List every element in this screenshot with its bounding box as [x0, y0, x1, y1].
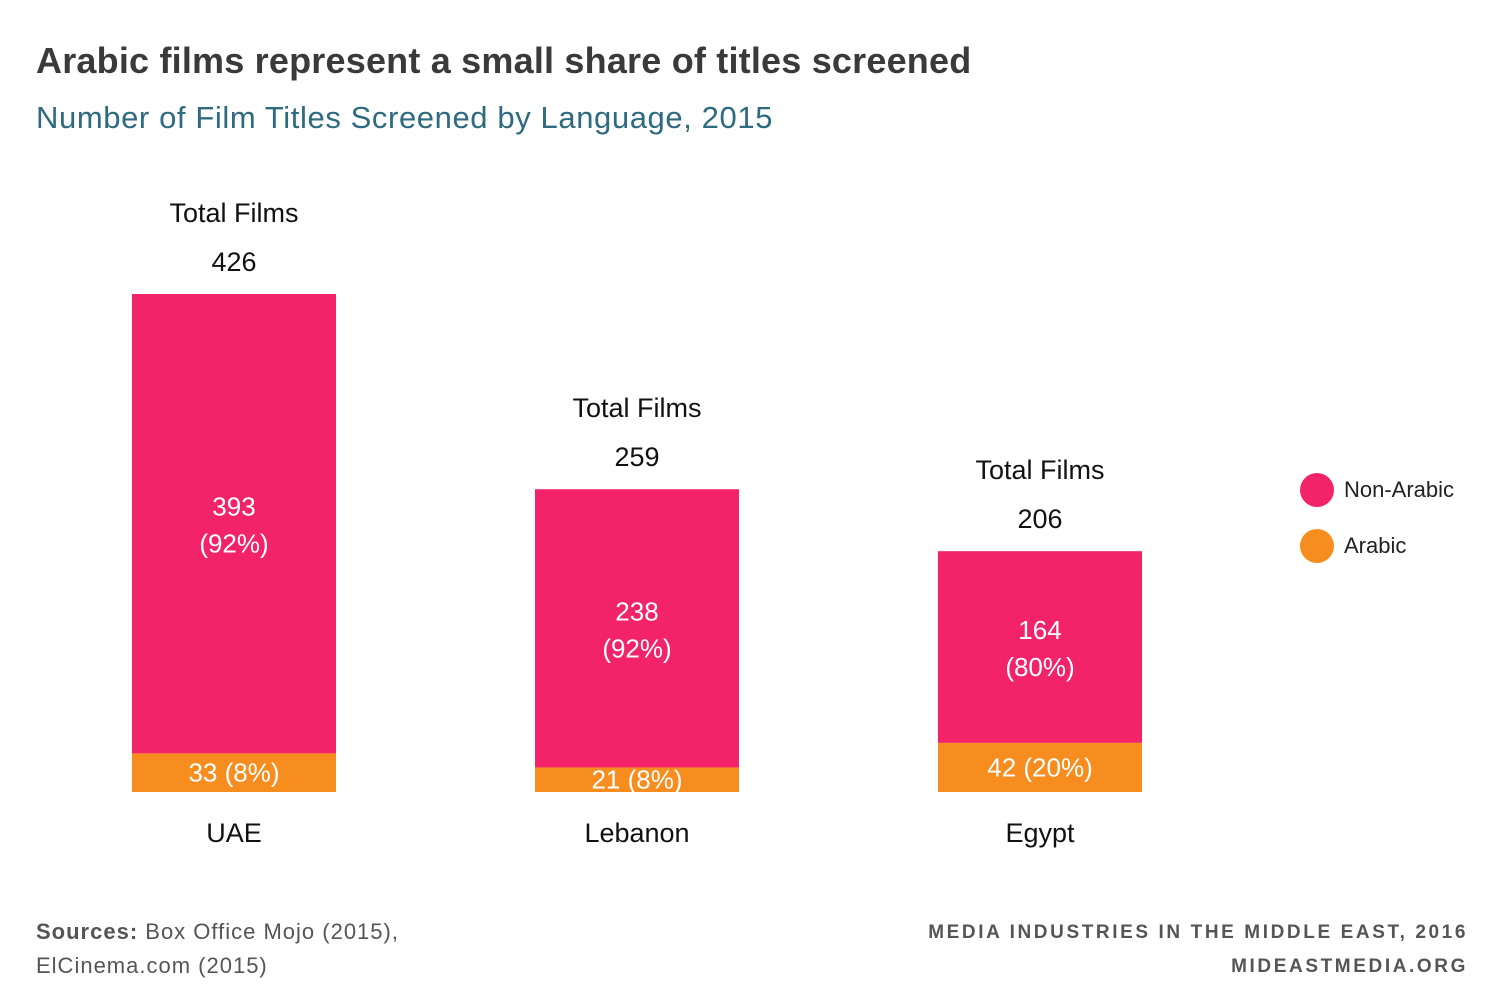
total-films-caption-lebanon: Total Films	[572, 393, 701, 423]
legend-label-arabic: Arabic	[1344, 533, 1407, 558]
bar-non-arabic-lebanon	[535, 489, 739, 768]
label-arabic-uae: 33 (8%)	[188, 758, 279, 788]
sources-text-1: Box Office Mojo (2015),	[138, 919, 399, 944]
label-arabic-egypt: 42 (20%)	[987, 752, 1093, 782]
label-non-arabic-percent-lebanon: (92%)	[602, 633, 671, 663]
bar-non-arabic-egypt	[938, 551, 1142, 743]
label-arabic-lebanon: 21 (8%)	[591, 765, 682, 795]
total-films-value-lebanon: 259	[614, 442, 659, 472]
label-non-arabic-percent-uae: (92%)	[199, 529, 268, 559]
legend-swatch-non-arabic	[1300, 473, 1334, 507]
legend-item-non-arabic: Non-Arabic	[1300, 472, 1454, 508]
sources-note: Sources: Box Office Mojo (2015), ElCinem…	[36, 915, 399, 983]
sources-label: Sources:	[36, 919, 139, 944]
legend-swatch-arabic	[1300, 529, 1334, 563]
total-films-caption-egypt: Total Films	[975, 455, 1104, 485]
total-films-value-egypt: 206	[1017, 504, 1062, 534]
chart-title: Arabic films represent a small share of …	[36, 40, 972, 81]
credit-block: MEDIA INDUSTRIES IN THE MIDDLE EAST, 201…	[928, 916, 1468, 984]
legend-item-arabic: Arabic	[1300, 528, 1454, 564]
legend: Non-Arabic Arabic	[1300, 472, 1454, 584]
category-label-lebanon: Lebanon	[584, 818, 689, 848]
label-non-arabic-percent-egypt: (80%)	[1005, 652, 1074, 682]
category-label-egypt: Egypt	[1005, 818, 1075, 848]
bar-arabic-uae	[132, 753, 336, 792]
bar-arabic-lebanon	[535, 767, 739, 792]
total-films-value-uae: 426	[211, 247, 256, 277]
sources-text-2: ElCinema.com (2015)	[36, 953, 268, 978]
category-label-uae: UAE	[206, 818, 262, 848]
credit-line-1: MEDIA INDUSTRIES IN THE MIDDLE EAST, 201…	[928, 922, 1468, 943]
chart-subtitle: Number of Film Titles Screened by Langua…	[36, 100, 774, 135]
sources-line-1: Sources: Box Office Mojo (2015),	[36, 915, 399, 949]
legend-label-non-arabic: Non-Arabic	[1344, 477, 1455, 502]
label-non-arabic-value-uae: 393	[212, 492, 255, 522]
total-films-caption-uae: Total Films	[169, 198, 298, 228]
label-non-arabic-value-egypt: 164	[1018, 615, 1061, 645]
credit-line-2: MIDEASTMEDIA.ORG	[1231, 956, 1468, 977]
label-non-arabic-value-lebanon: 238	[615, 596, 658, 626]
bar-non-arabic-uae	[132, 294, 336, 754]
bar-arabic-egypt	[938, 742, 1142, 792]
